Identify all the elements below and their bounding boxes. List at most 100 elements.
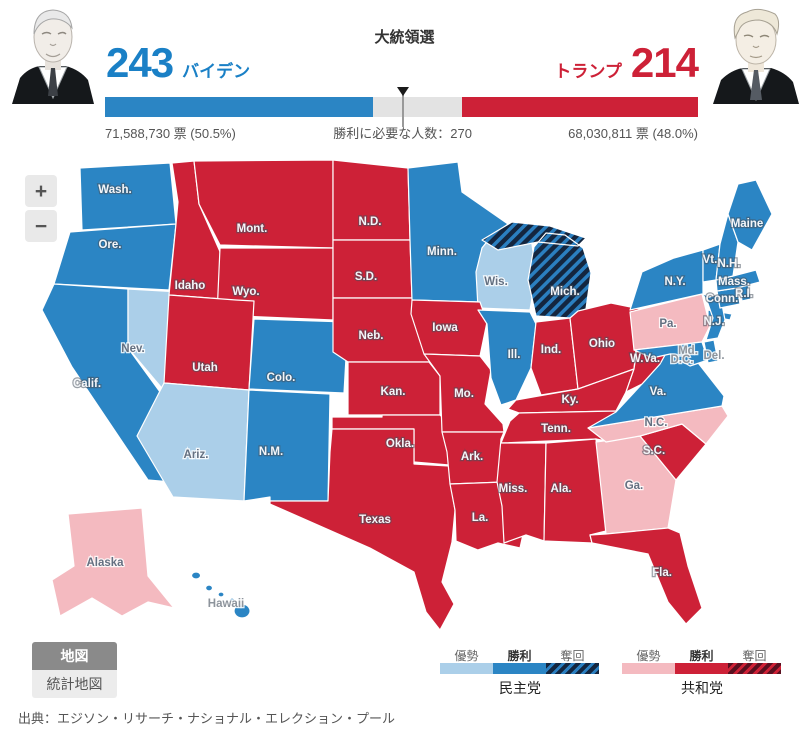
source-note: 出典：エジソン・リサーチ・ナショナル・エレクション・プール bbox=[18, 711, 396, 726]
state-utah[interactable] bbox=[163, 294, 255, 391]
state-label-wva: W.Va. bbox=[630, 353, 660, 365]
state-label-ark: Ark. bbox=[461, 451, 483, 463]
map-view-button[interactable]: 地図 bbox=[32, 642, 117, 670]
majority-label: 勝利に必要な人数：270 bbox=[333, 126, 472, 141]
state-alaska[interactable] bbox=[51, 507, 175, 617]
state-colo[interactable] bbox=[248, 318, 349, 394]
state-label-calif: Calif. bbox=[73, 378, 101, 390]
legend-rep-flip-label: 奪回 bbox=[742, 649, 767, 663]
legend-dem-lead-swatch bbox=[440, 663, 493, 674]
legend-rep-flip-swatch bbox=[728, 663, 781, 674]
state-label-dc: D.C. bbox=[671, 354, 694, 366]
state-label-pa: Pa. bbox=[659, 318, 676, 330]
stat-map-view-button[interactable]: 統計地図 bbox=[32, 670, 117, 698]
state-label-sd: S.D. bbox=[355, 271, 377, 283]
state-ore[interactable] bbox=[53, 223, 177, 291]
state-fla[interactable] bbox=[589, 527, 703, 625]
biden-electoral-count: 243 bbox=[106, 39, 174, 86]
legend-dem-flip-swatch bbox=[546, 663, 599, 674]
zoom-out-button[interactable]: − bbox=[25, 210, 57, 242]
map-view-toggle: 地図 統計地図 bbox=[32, 642, 117, 698]
state-label-md: Md. bbox=[678, 345, 698, 357]
legend-dem-party-label: 民主党 bbox=[499, 680, 541, 696]
legend-rep-flip: 奪回 bbox=[728, 647, 781, 674]
legend-dem-win-swatch bbox=[493, 663, 546, 674]
state-label-vt: Vt. bbox=[703, 254, 718, 266]
legend-rep-lead-label: 優勢 bbox=[636, 649, 661, 663]
trump-total: トランプ 214 bbox=[554, 42, 699, 84]
state-wash[interactable] bbox=[79, 162, 177, 231]
state-label-minn: Minn. bbox=[427, 246, 457, 258]
electoral-vote-bar bbox=[105, 87, 698, 127]
state-label-alaska: Alaska bbox=[86, 557, 124, 569]
biden-total: 243 バイデン bbox=[106, 42, 250, 84]
state-dc[interactable] bbox=[677, 355, 685, 363]
legend-dem-flip: 奪回 bbox=[546, 647, 599, 674]
legend-republican: 優勢 勝利 奪回 共和党 bbox=[622, 647, 782, 698]
state-label-maine: Maine bbox=[731, 218, 764, 230]
legend-rep-lead: 優勢 bbox=[622, 647, 675, 674]
state-label-fla: Fla. bbox=[652, 567, 672, 579]
legend-democratic: 優勢 勝利 奪回 民主党 bbox=[440, 647, 600, 698]
state-label-ala: Ala. bbox=[550, 483, 571, 495]
state-label-ny: N.Y. bbox=[664, 276, 685, 288]
state-label-kan: Kan. bbox=[381, 386, 406, 398]
state-label-ga: Ga. bbox=[625, 480, 644, 492]
state-label-hawaii: Hawaii bbox=[208, 598, 244, 610]
state-label-idaho: Idaho bbox=[175, 280, 206, 292]
state-kan[interactable] bbox=[347, 361, 441, 416]
state-label-nh: N.H. bbox=[718, 258, 741, 270]
legend-rep-win: 勝利 bbox=[675, 647, 728, 674]
legend-rep-win-label: 勝利 bbox=[689, 649, 714, 663]
state-label-iowa: Iowa bbox=[432, 322, 458, 334]
state-label-nd: N.D. bbox=[359, 216, 382, 228]
state-hawaii[interactable] bbox=[190, 571, 251, 619]
biden-popular-vote: 71,588,730 票 (50.5%) bbox=[105, 126, 236, 141]
vote-totals-row: 71,588,730 票 (50.5%) 勝利に必要な人数：270 68,030… bbox=[105, 123, 698, 141]
state-label-ind: Ind. bbox=[541, 344, 561, 356]
trump-portrait bbox=[709, 4, 803, 104]
state-label-mont: Mont. bbox=[237, 223, 268, 235]
state-label-neb: Neb. bbox=[359, 330, 384, 342]
legend-dem-win: 勝利 bbox=[493, 647, 546, 674]
state-nm[interactable] bbox=[243, 389, 331, 502]
biden-portrait bbox=[6, 4, 100, 104]
state-nh[interactable] bbox=[715, 213, 739, 281]
state-label-colo: Colo. bbox=[267, 372, 296, 384]
state-label-wash: Wash. bbox=[98, 184, 131, 196]
legend-dem-lead: 優勢 bbox=[440, 647, 493, 674]
state-ariz[interactable] bbox=[136, 382, 250, 502]
state-label-okla: Okla. bbox=[386, 438, 414, 450]
state-label-wis: Wis. bbox=[484, 276, 508, 288]
trump-popular-vote: 68,030,811 票 (48.0%) bbox=[568, 126, 698, 141]
state-del[interactable] bbox=[703, 339, 719, 364]
us-map: Wash. Ore. Calif. Nev. Idaho Mont. Wyo. Utah Ari… bbox=[30, 152, 790, 652]
state-label-ore: Ore. bbox=[98, 239, 121, 251]
state-label-mass: Mass. bbox=[718, 276, 750, 288]
map-zoom-controls: + − bbox=[25, 175, 57, 245]
zoom-in-button[interactable]: + bbox=[25, 175, 57, 207]
state-nc[interactable] bbox=[587, 405, 729, 445]
state-texas[interactable] bbox=[269, 428, 456, 631]
state-label-ill: Ill. bbox=[508, 349, 521, 361]
state-label-miss: Miss. bbox=[499, 483, 528, 495]
majority-marker-triangle bbox=[396, 87, 409, 96]
state-label-ohio: Ohio bbox=[589, 338, 615, 350]
legend-rep-party-label: 共和党 bbox=[681, 680, 723, 696]
legend-dem-flip-label: 奪回 bbox=[560, 649, 585, 663]
state-label-mo: Mo. bbox=[454, 388, 474, 400]
trump-bar-segment bbox=[462, 97, 698, 117]
state-md[interactable] bbox=[633, 341, 709, 367]
state-label-sc: S.C. bbox=[643, 445, 665, 457]
majority-marker-line bbox=[401, 91, 404, 127]
biden-bar-segment bbox=[105, 97, 373, 117]
state-label-del: Del. bbox=[703, 350, 724, 362]
state-maine[interactable] bbox=[727, 179, 773, 251]
state-label-la: La. bbox=[472, 512, 489, 524]
state-mo[interactable] bbox=[423, 353, 505, 433]
state-label-nm: N.M. bbox=[259, 446, 283, 458]
legend-rep-win-swatch bbox=[675, 663, 728, 674]
state-sd[interactable] bbox=[332, 239, 413, 299]
state-label-mich: Mich. bbox=[550, 286, 579, 298]
